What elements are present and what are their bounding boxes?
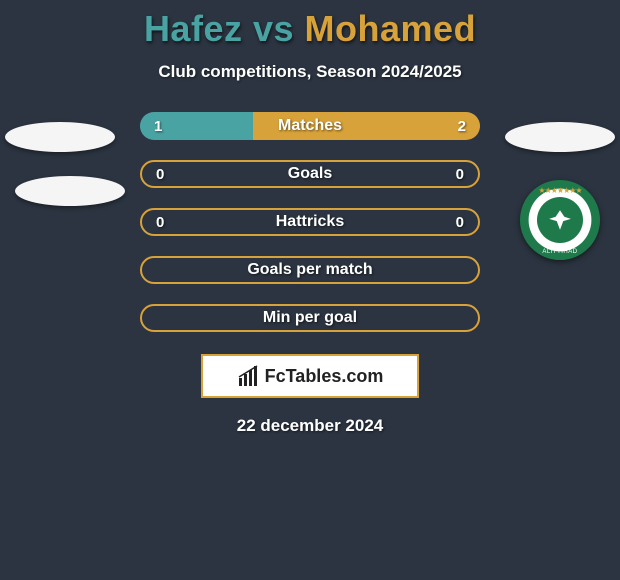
stat-pill: Goals per match <box>140 256 480 284</box>
subtitle: Club competitions, Season 2024/2025 <box>0 62 620 82</box>
stat-label: Min per goal <box>263 309 357 327</box>
stat-value-left: 1 <box>154 118 162 135</box>
comparison-title: Hafez vs Mohamed <box>0 0 620 50</box>
eagle-icon <box>547 207 573 233</box>
date-text: 22 december 2024 <box>0 416 620 436</box>
brand-box: FcTables.com <box>201 354 419 398</box>
stat-rows-container: 1 2 Matches 0 0 Goals 0 0 Hattricks Goals per mat… <box>140 112 480 332</box>
brand-text: FcTables.com <box>265 366 384 387</box>
stat-label: Hattricks <box>276 213 344 231</box>
player1-silhouette-1 <box>5 122 115 152</box>
player1-silhouette-2 <box>15 176 125 206</box>
stat-pill: Min per goal <box>140 304 480 332</box>
badge-inner <box>537 197 583 243</box>
vs-text: vs <box>253 8 294 49</box>
stat-value-right: 2 <box>458 118 466 135</box>
stat-value-left: 0 <box>156 214 164 231</box>
player2-silhouette-1 <box>505 122 615 152</box>
stat-value-right: 0 <box>456 166 464 183</box>
badge-text: ALITTIHAD <box>542 249 577 255</box>
chart-icon <box>237 364 261 388</box>
stat-label: Goals <box>288 165 332 183</box>
player2-name: Mohamed <box>305 8 477 49</box>
stat-label: Goals per match <box>247 261 372 279</box>
stat-value-right: 0 <box>456 214 464 231</box>
club-badge: ★★★★★★★ ALITTIHAD <box>520 180 600 260</box>
stat-pill: 0 0 Goals <box>140 160 480 188</box>
player1-name: Hafez <box>144 8 243 49</box>
badge-stars-icon: ★★★★★★★ <box>538 186 581 195</box>
stat-pill: 0 0 Hattricks <box>140 208 480 236</box>
stat-value-left: 0 <box>156 166 164 183</box>
stat-pill: 1 2 Matches <box>140 112 480 140</box>
stat-label: Matches <box>278 117 342 135</box>
